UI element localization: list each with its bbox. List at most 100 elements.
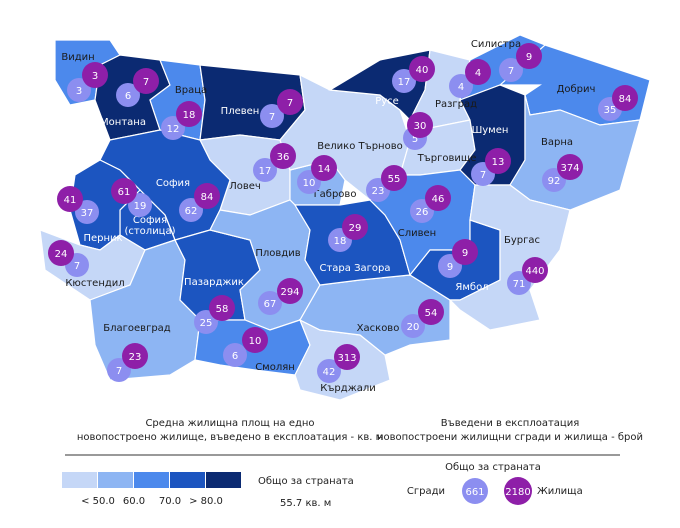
legend-title: Въведени в експлоатация <box>441 418 579 429</box>
dwellings-value: 84 <box>619 94 632 105</box>
buildings-bubble <box>116 83 140 107</box>
legend-tick: > 80.0 <box>189 496 223 507</box>
region-label: Добрич <box>557 84 596 95</box>
legend-dwellings-label: Жилища <box>537 486 583 497</box>
region-label: Шумен <box>472 125 509 136</box>
dwellings-value: 313 <box>337 353 356 364</box>
region-label: Разград <box>435 99 477 110</box>
dwellings-bubble <box>516 43 542 69</box>
legend-swatch <box>98 472 133 488</box>
buildings-value: 42 <box>323 367 336 378</box>
dwellings-value: 36 <box>277 152 290 163</box>
buildings-value: 35 <box>604 105 617 116</box>
dwellings-value: 9 <box>462 248 468 259</box>
region-label: Бургас <box>504 235 540 246</box>
dwellings-value: 58 <box>216 304 229 315</box>
buildings-value: 92 <box>548 176 561 187</box>
buildings-value: 6 <box>125 91 131 102</box>
legend-total-value: 55.7 кв. м <box>280 498 331 509</box>
region-label: Благоевград <box>103 323 171 334</box>
dwellings-bubble <box>465 59 491 85</box>
buildings-value: 71 <box>513 279 526 290</box>
buildings-value: 17 <box>398 77 411 88</box>
legend-swatch <box>134 472 169 488</box>
dwellings-bubble <box>522 257 548 283</box>
buildings-value: 67 <box>264 299 277 310</box>
dwellings-value: 23 <box>129 352 142 363</box>
region-label: Търговище <box>417 153 477 164</box>
region-label: Русе <box>375 96 399 107</box>
region-label: Велико Търново <box>317 141 402 152</box>
dwellings-value: 7 <box>143 77 149 88</box>
dwellings-value: 40 <box>416 65 429 76</box>
region-label: София (столица) <box>124 215 175 237</box>
dwellings-value: 3 <box>92 71 98 82</box>
dwellings-bubble <box>48 240 74 266</box>
region-label: Смолян <box>255 362 295 373</box>
dwellings-bubble <box>277 89 303 115</box>
buildings-value: 7 <box>480 170 486 181</box>
labels: Видин Монтана Враца Плевен Ловеч Габрово Велик… <box>61 39 595 394</box>
buildings-bubble <box>449 74 473 98</box>
buildings-value: 7 <box>74 261 80 272</box>
buildings-value: 26 <box>416 207 429 218</box>
dwellings-value: 374 <box>560 163 579 174</box>
dwellings-value: 9 <box>526 52 532 63</box>
dwellings-bubble <box>133 68 159 94</box>
region-label: София <box>156 178 190 189</box>
region-label: Ловеч <box>229 181 261 192</box>
dwellings-bubble <box>311 155 337 181</box>
buildings-value: 62 <box>185 206 198 217</box>
buildings-bubble <box>75 200 99 224</box>
dwellings-value: 7 <box>287 98 293 109</box>
dwellings-value: 18 <box>183 110 196 121</box>
buildings-bubble <box>401 314 425 338</box>
region-label: Кюстендил <box>65 278 124 289</box>
buildings-value: 7 <box>508 66 514 77</box>
buildings-value: 9 <box>447 262 453 273</box>
legend-title: новопостроени жилищни сгради и жилища - … <box>377 432 643 443</box>
legend-tick: < 50.0 <box>81 496 115 507</box>
region-label: Кърджали <box>320 383 375 394</box>
buildings-value: 7 <box>269 112 275 123</box>
legend-buildings-label: Сгради <box>407 486 445 497</box>
buildings-bubble <box>260 104 284 128</box>
dwellings-bubble <box>209 295 235 321</box>
dwellings-bubble <box>612 85 638 111</box>
dwellings-value: 24 <box>55 249 68 260</box>
legend-dwellings-value: 2180 <box>505 487 530 498</box>
dwellings-bubble <box>277 278 303 304</box>
buildings-value: 18 <box>334 236 347 247</box>
region-label: Пловдив <box>255 248 300 259</box>
dwellings-bubble <box>111 178 137 204</box>
region-label: Враца <box>175 85 207 96</box>
legend-swatch <box>206 472 241 488</box>
legend-total-label: Общо за страната <box>258 476 354 487</box>
dwellings-value: 4 <box>475 68 481 79</box>
legend: < 50.0 60.0 70.0 > 80.0 661 2180 <box>62 472 532 507</box>
dwellings-value: 54 <box>425 308 438 319</box>
legend-swatch <box>62 472 97 488</box>
legend-swatch <box>170 472 205 488</box>
buildings-bubble <box>223 343 247 367</box>
dwellings-value: 440 <box>525 266 544 277</box>
dwellings-bubble <box>409 56 435 82</box>
dwellings-value: 55 <box>388 174 401 185</box>
region <box>448 184 571 331</box>
region-label: Стара Загора <box>320 263 391 274</box>
dwellings-bubble <box>452 239 478 265</box>
legend-tick: 60.0 <box>123 496 145 507</box>
legend-title: Средна жилищна площ на едно <box>145 418 314 429</box>
dwellings-value: 84 <box>201 192 214 203</box>
buildings-value: 37 <box>81 208 94 219</box>
region-label: Варна <box>541 137 573 148</box>
legend-dwellings-bubble <box>504 477 532 505</box>
buildings-value: 6 <box>232 351 238 362</box>
dwellings-bubble <box>418 299 444 325</box>
buildings-bubble <box>317 359 341 383</box>
buildings-value: 17 <box>259 166 272 177</box>
legend-title: новопостроено жилище, въведено в експлоа… <box>77 432 383 443</box>
legend-buildings-value: 661 <box>465 487 484 498</box>
dwellings-bubble <box>270 143 296 169</box>
